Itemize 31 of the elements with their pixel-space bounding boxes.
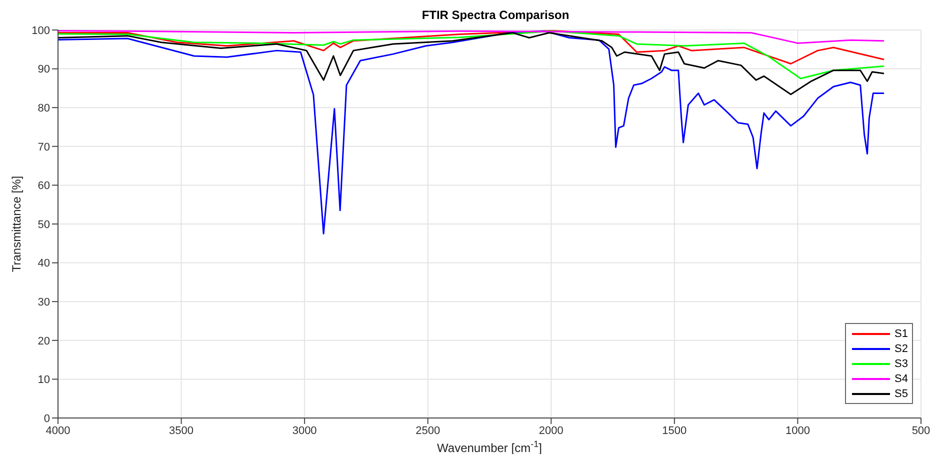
y-tick-label: 90 (38, 64, 50, 76)
x-tick-label: 3500 (169, 424, 194, 437)
x-tick-label: 2500 (416, 424, 440, 437)
legend-label: S3 (894, 358, 908, 370)
y-tick-label: 80 (38, 102, 50, 115)
legend-label: S2 (894, 342, 908, 354)
x-tick-label: 2000 (538, 424, 564, 437)
y-tick-label: 20 (38, 335, 50, 348)
line-series (58, 32, 885, 96)
y-axis-title: Transmittance [%] (9, 176, 24, 272)
y-tick-label: 40 (38, 258, 50, 270)
line-series (58, 30, 885, 234)
y-tick-label: 70 (38, 141, 50, 154)
x-tick-label: 4000 (46, 424, 70, 437)
y-tick-label: 30 (38, 296, 50, 309)
y-tick-label: 50 (38, 218, 50, 231)
x-tick-label: 3000 (292, 424, 317, 437)
chart-title: FTIR Spectra Comparison (420, 8, 570, 22)
x-tick-label: 1500 (662, 424, 687, 437)
line-series (58, 30, 885, 80)
legend-label: S4 (894, 372, 908, 384)
y-tick-label: 0 (44, 412, 50, 425)
line-series (58, 30, 885, 44)
x-tick-label: 1000 (785, 424, 810, 437)
line-series (58, 30, 885, 65)
x-tick-label: 500 (912, 424, 930, 437)
legend-label: S5 (894, 388, 908, 400)
legend-label: S1 (894, 328, 908, 340)
y-tick-label: 60 (38, 180, 50, 192)
y-tick-label: 10 (38, 374, 50, 386)
y-tick-label: 100 (32, 24, 50, 37)
